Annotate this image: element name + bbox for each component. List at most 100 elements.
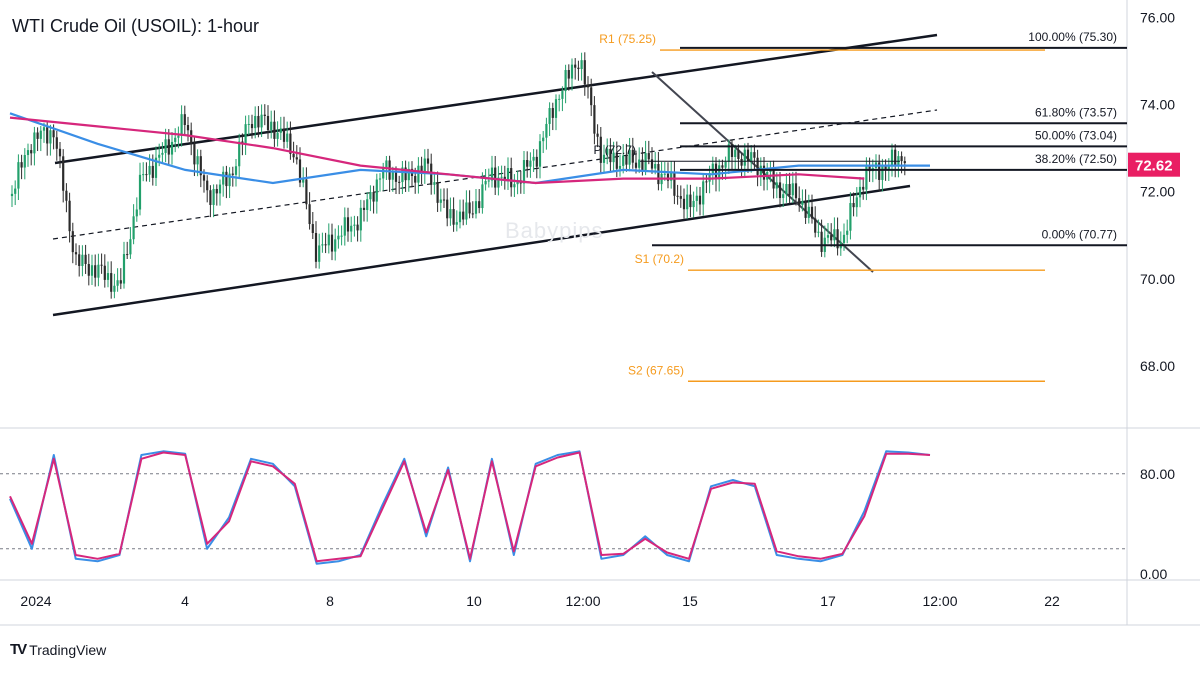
candle-body <box>788 184 791 196</box>
candle-body <box>423 158 426 174</box>
pivot-label: S1 (70.2) <box>635 252 684 266</box>
candle-body <box>586 84 590 88</box>
tradingview-logo[interactable]: TV TradingView <box>10 641 106 658</box>
candle-body <box>714 163 718 180</box>
candle-body <box>804 201 807 218</box>
candle-body <box>356 224 359 231</box>
x-tick-label: 15 <box>682 593 698 609</box>
candle-body <box>644 153 647 171</box>
candle-body <box>225 171 228 187</box>
candle-body <box>484 181 487 185</box>
candle-body <box>135 209 138 217</box>
candle-body <box>446 199 449 219</box>
candle-body <box>202 175 206 181</box>
candle-body <box>78 254 81 266</box>
candle-body <box>167 139 170 155</box>
candle-body <box>702 181 705 205</box>
fib-level-label: 0.00% (70.77) <box>1042 227 1117 241</box>
candle-body <box>263 114 266 116</box>
candle-body <box>609 148 612 163</box>
candle-body <box>36 132 39 139</box>
candle-body <box>817 231 820 233</box>
candle-body <box>97 264 100 278</box>
candle-body <box>497 177 500 188</box>
candle-body <box>257 115 260 128</box>
candle-body <box>164 139 167 153</box>
candle-body <box>580 60 583 70</box>
candle-body <box>618 165 622 169</box>
candle-body <box>638 159 641 168</box>
candle-body <box>58 148 62 157</box>
candle-body <box>20 162 23 168</box>
grid-layer <box>0 0 1200 626</box>
price-y-tick-label: 70.00 <box>1140 271 1175 287</box>
candle-body <box>154 157 158 178</box>
trendline-layer <box>52 33 938 317</box>
candle-body <box>542 137 545 142</box>
candle-body <box>414 176 417 183</box>
candle-body <box>158 154 161 158</box>
axis-layer: 76.00 74.00 72.00 70.00 68.00 72.62 2024 4 8 10 12… <box>20 9 1180 609</box>
candle-body <box>234 166 238 175</box>
candle-body <box>734 149 737 157</box>
candle-body <box>353 224 356 226</box>
candle-body <box>39 130 42 139</box>
candle-body <box>705 181 708 183</box>
candle-body <box>740 158 743 166</box>
candle-body <box>276 132 279 139</box>
price-y-tick-label: 74.00 <box>1140 97 1175 113</box>
candle-body <box>836 229 839 249</box>
candle-body <box>807 206 810 218</box>
candle-body <box>628 149 631 165</box>
candle-body <box>897 156 900 166</box>
candle-body <box>346 217 350 232</box>
candle-body <box>394 171 398 182</box>
fib-level-label: 100.00% (75.30) <box>1028 30 1117 44</box>
candle-body <box>359 207 362 231</box>
candle-body <box>810 206 814 219</box>
candle-body <box>270 121 273 131</box>
candle-body <box>298 159 302 183</box>
pivot-label: R1 (75.25) <box>599 32 656 46</box>
candle-body <box>378 178 382 180</box>
candle-body <box>500 176 503 178</box>
level-layer: 100.00% (75.30) 61.80% (73.57) 50.00% (73.… <box>594 30 1127 382</box>
candle-body <box>881 166 884 180</box>
candle-body <box>654 164 657 169</box>
candle-body <box>711 163 714 174</box>
tradingview-logo-icon: TV <box>10 641 27 658</box>
candle-body <box>295 157 298 160</box>
candle-body <box>884 166 887 170</box>
candle-body <box>551 108 554 118</box>
candle-body <box>30 150 33 154</box>
candle-body <box>84 254 87 265</box>
candle-body <box>417 165 420 183</box>
candle-body <box>753 152 756 158</box>
candle-body <box>372 192 375 202</box>
candle-body <box>404 167 407 181</box>
candle-body <box>126 254 129 256</box>
candle-body <box>670 172 673 181</box>
candle-body <box>449 209 452 219</box>
candle-body <box>772 170 775 189</box>
fib-level-label: 38.20% (72.50) <box>1035 152 1117 166</box>
candle-body <box>820 231 823 252</box>
candle-body <box>593 105 596 134</box>
candle-body <box>52 130 55 138</box>
candle-body <box>209 190 212 205</box>
candle-body <box>865 166 868 190</box>
candle-body <box>743 149 746 166</box>
current-price-label: 72.62 <box>1135 158 1173 175</box>
candle-body <box>602 154 606 163</box>
candle-body <box>183 114 186 126</box>
candle-body <box>673 172 676 196</box>
candle-body <box>574 64 577 68</box>
candle-body <box>14 188 17 194</box>
candle-body <box>622 155 625 166</box>
candle-body <box>686 194 689 210</box>
x-tick-label: 12:00 <box>565 593 600 609</box>
candle-body <box>698 195 702 205</box>
candle-body <box>532 156 535 161</box>
candle-body <box>193 143 196 165</box>
